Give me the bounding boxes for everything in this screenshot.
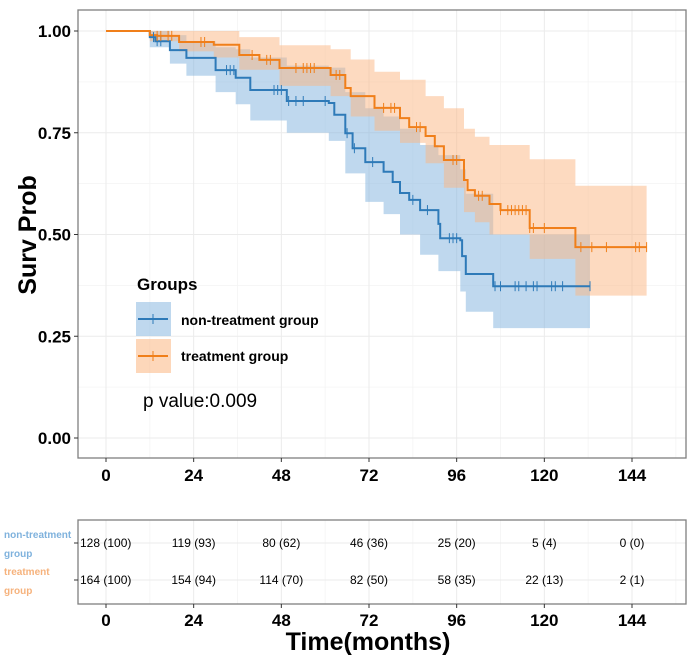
x-tick-label: 24: [184, 466, 203, 485]
y-axis: 0.00 0.25 0.50 0.75 1.00: [38, 22, 78, 448]
risk-table-border: [77, 519, 687, 605]
x-tick-label: 144: [618, 466, 647, 485]
ci-band-treatment: [106, 31, 647, 296]
x-axis: 0 24 48 72 96 120 144: [101, 458, 647, 485]
risk-cell: 5 (4): [532, 536, 557, 550]
risk-x-tick-label: 120: [530, 611, 558, 630]
risk-table-strata-labels: non-treatment group treatment group: [4, 530, 78, 597]
p-value-annotation: p value:0.009: [143, 391, 257, 412]
y-tick-label: 0.00: [38, 429, 71, 448]
risk-x-tick-label: 72: [360, 611, 379, 630]
legend-label-non-treatment: non-treatment group: [181, 312, 319, 328]
ci-band-non-treatment: [106, 31, 590, 329]
x-tick-label: 72: [360, 466, 379, 485]
y-axis-title: Surv Prob: [14, 175, 42, 294]
risk-x-tick-label: 0: [101, 611, 110, 630]
x-tick-label: 120: [530, 466, 558, 485]
risk-table-background: [78, 520, 686, 604]
risk-cell: 2 (1): [620, 573, 645, 587]
risk-table-x-axis: 0 24 48 72 96 120 144: [101, 604, 647, 630]
x-axis-title: Time(months): [286, 628, 451, 656]
x-tick-label: 0: [101, 466, 110, 485]
risk-strata-label: treatment: [4, 567, 50, 578]
risk-cell: 25 (20): [438, 536, 476, 550]
risk-table-grid: [78, 520, 686, 604]
risk-x-tick-label: 48: [272, 611, 291, 630]
risk-table-cells: 128 (100) 119 (93) 80 (62) 46 (36) 25 (20) 5 …: [80, 536, 644, 587]
risk-cell: 164 (100): [80, 573, 131, 587]
legend-item-non-treatment: non-treatment group: [136, 302, 319, 336]
risk-cell: 22 (13): [525, 573, 563, 587]
risk-x-tick-label: 96: [447, 611, 466, 630]
risk-cell: 154 (94): [171, 573, 216, 587]
legend-item-treatment: treatment group: [136, 339, 288, 373]
risk-cell: 119 (93): [172, 536, 216, 550]
y-tick-label: 0.50: [38, 226, 71, 245]
x-tick-label: 96: [447, 466, 466, 485]
survival-plot-panel: 0.00 0.25 0.50 0.75 1.00 0 24 48 72 96 120 144: [38, 9, 687, 485]
risk-cell: 128 (100): [80, 536, 131, 550]
risk-cell: 114 (70): [259, 573, 303, 587]
risk-cell: 46 (36): [350, 536, 388, 550]
confidence-bands: [106, 31, 647, 329]
risk-cell: 82 (50): [350, 573, 388, 587]
legend: Groups non-treatment group treatment gro…: [136, 275, 319, 373]
risk-strata-label: group: [4, 586, 32, 597]
legend-title: Groups: [137, 275, 197, 294]
risk-strata-label: non-treatment: [4, 530, 72, 541]
y-tick-label: 0.75: [38, 124, 71, 143]
legend-label-treatment: treatment group: [181, 348, 288, 364]
survival-curve-treatment: [106, 30, 647, 249]
y-tick-label: 0.25: [38, 327, 71, 346]
risk-cell: 58 (35): [438, 573, 476, 587]
y-tick-label: 1.00: [38, 22, 71, 41]
risk-table: 128 (100) 119 (93) 80 (62) 46 (36) 25 (20) 5 …: [4, 519, 687, 630]
risk-x-tick-label: 24: [184, 611, 203, 630]
x-tick-label: 48: [272, 466, 291, 485]
risk-x-tick-label: 144: [618, 611, 647, 630]
risk-cell: 80 (62): [262, 536, 300, 550]
risk-cell: 0 (0): [620, 536, 645, 550]
risk-strata-label: group: [4, 549, 32, 560]
censor-marks: [152, 30, 648, 292]
